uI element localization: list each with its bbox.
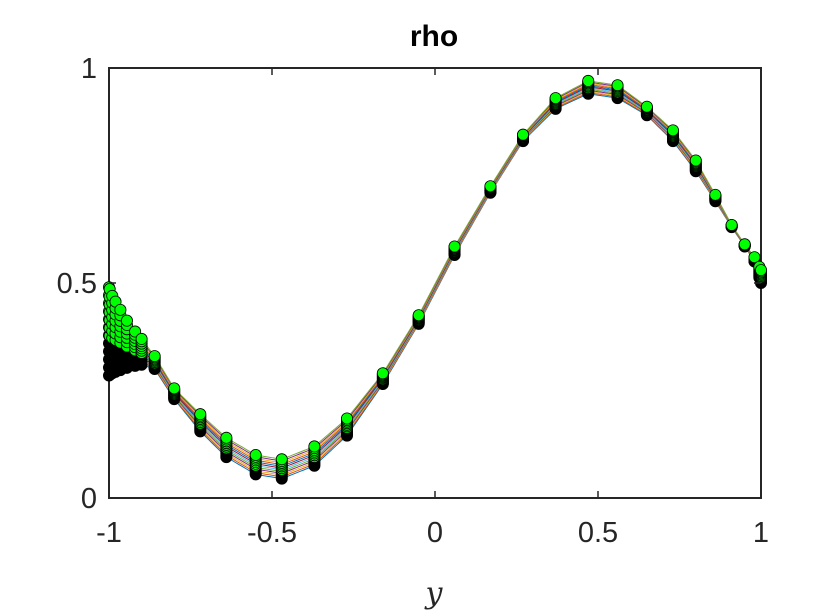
rho-curve-7: [108, 86, 762, 469]
x-tick-label: -1: [96, 517, 122, 549]
node-marker: [640, 100, 653, 113]
rho-curve-4: [108, 89, 762, 474]
node-marker: [725, 218, 738, 231]
rho-curve-8: [108, 85, 762, 467]
node-marker: [549, 92, 562, 105]
node-marker: [114, 303, 127, 316]
node-marker: [517, 128, 530, 141]
node-marker: [484, 180, 497, 193]
node-marker: [194, 408, 207, 421]
node-marker: [340, 412, 353, 425]
y-tick-label: 0: [81, 483, 97, 515]
x-tick-label: -0.5: [247, 517, 297, 549]
x-tick-label: 1: [753, 517, 769, 549]
rho-curve-10: [108, 82, 762, 464]
node-marker: [220, 431, 233, 444]
node-marker: [148, 350, 161, 363]
node-marker: [275, 453, 288, 466]
node-marker: [168, 382, 181, 395]
node-marker: [120, 314, 133, 327]
node-marker: [412, 309, 425, 322]
y-tick-label: 1: [81, 53, 97, 85]
node-marker: [249, 448, 262, 461]
node-marker: [448, 240, 461, 253]
node-marker: [135, 332, 148, 345]
marker-group: [103, 74, 768, 485]
node-marker: [308, 440, 321, 453]
node-marker: [582, 74, 595, 87]
x-axis-label: y: [424, 576, 444, 611]
node-marker: [709, 188, 722, 201]
x-tick-label: 0.5: [578, 517, 618, 549]
node-marker: [748, 251, 761, 264]
rho-curve-5: [108, 88, 762, 472]
node-marker: [689, 154, 702, 167]
chart-title: rho: [410, 20, 458, 53]
node-marker: [738, 238, 751, 251]
rho-curve-6: [108, 87, 762, 471]
rho-curve-9: [108, 84, 762, 465]
node-marker: [755, 264, 768, 277]
tick-group: -1 -0.5 0 0.5 1 0 0.5 1: [57, 53, 769, 549]
rho-curve-11: [108, 81, 762, 462]
node-marker: [666, 124, 679, 137]
curve-group: [108, 80, 762, 479]
x-tick-label: 0: [427, 517, 443, 549]
node-marker: [611, 79, 624, 92]
rho-curve-12: [108, 80, 762, 460]
node-marker: [376, 367, 389, 380]
y-tick-label: 0.5: [57, 268, 97, 300]
